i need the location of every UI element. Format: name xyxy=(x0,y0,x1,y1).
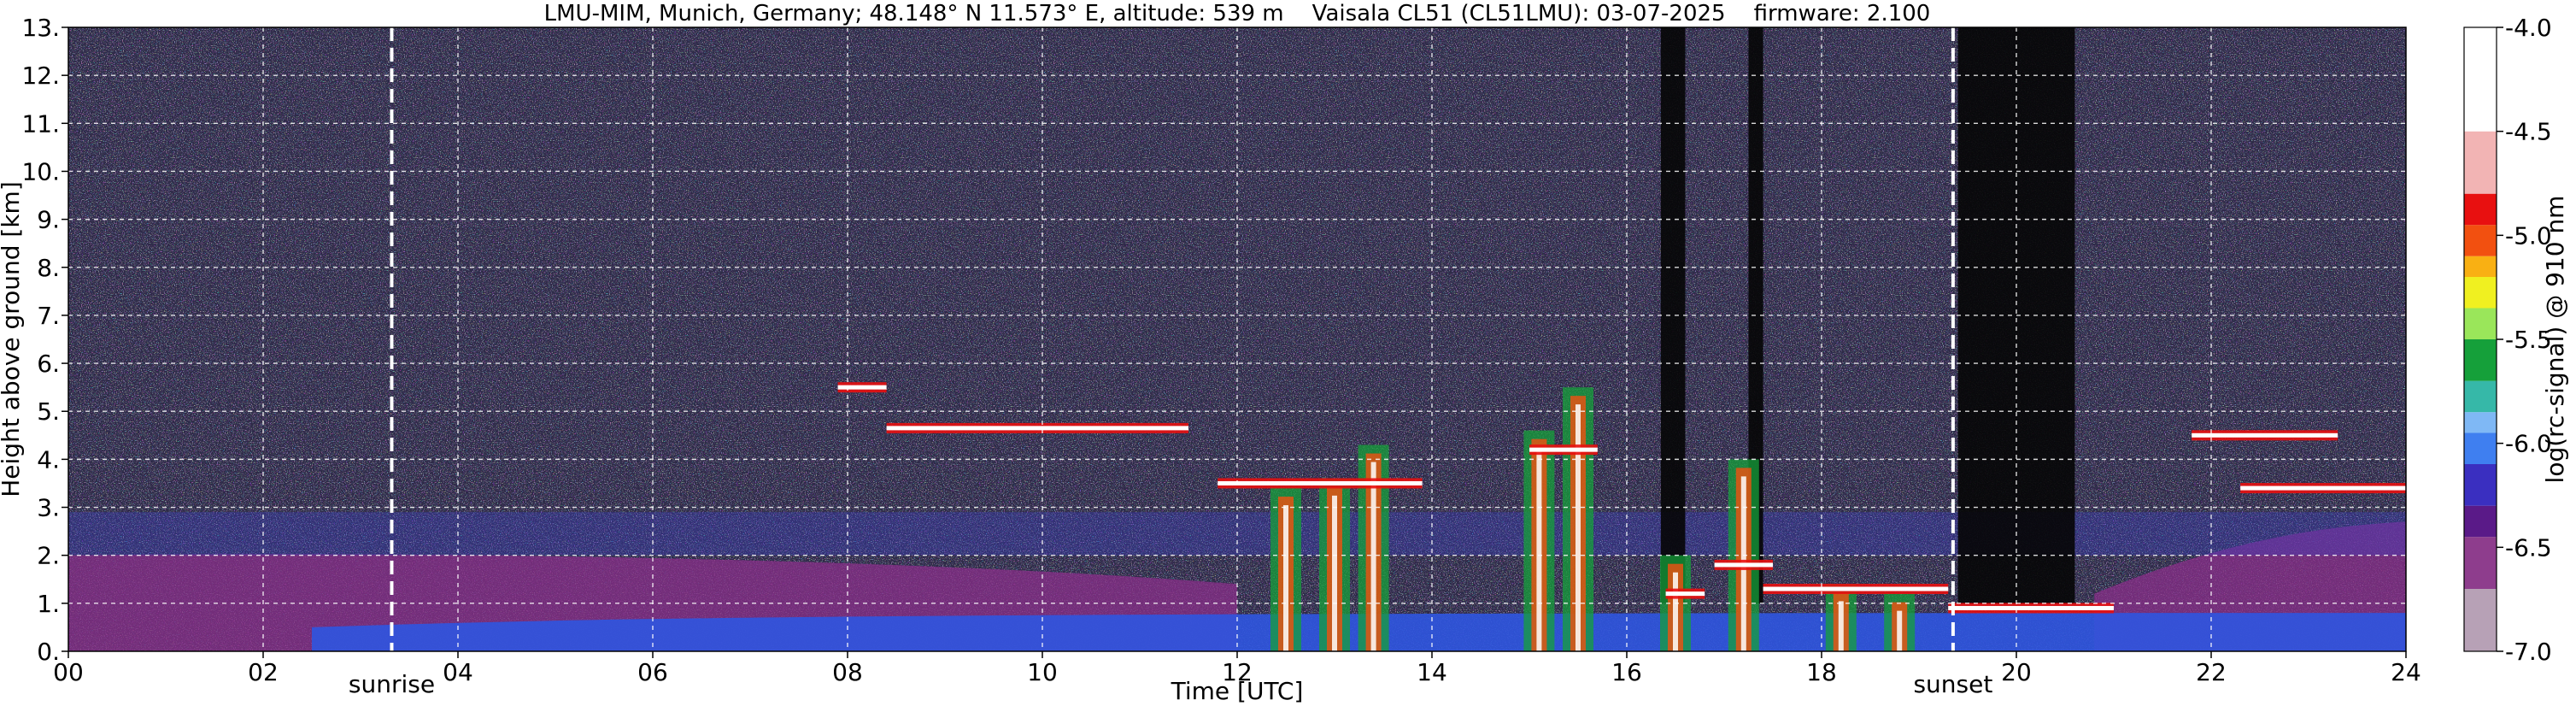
x-axis-label: Time [UTC] xyxy=(1171,677,1304,705)
colorbar-segment xyxy=(2464,131,2497,194)
x-tick-label: 04 xyxy=(443,658,473,686)
y-tick-label: 8. xyxy=(37,254,60,282)
cloud-core xyxy=(1714,562,1773,568)
y-axis-label: Height above ground [km] xyxy=(0,181,25,497)
precip-center xyxy=(1897,610,1903,651)
precip-center xyxy=(1370,462,1376,651)
precip-center xyxy=(1673,572,1678,651)
x-tick-label: 20 xyxy=(2001,658,2032,686)
cloud-core xyxy=(1763,586,1949,591)
precip-center xyxy=(1576,404,1581,651)
colorbar-segment xyxy=(2464,589,2497,651)
y-tick-label: 12. xyxy=(21,62,60,90)
x-tick-label: 12 xyxy=(1222,658,1253,686)
colorbar-label: log(rc-signal) @ 910 nm xyxy=(2541,196,2569,484)
y-tick-label: 2. xyxy=(37,542,60,570)
cloud-core xyxy=(1529,447,1598,452)
x-tick-label: 10 xyxy=(1027,658,1058,686)
cloud-core xyxy=(1665,591,1705,597)
colorbar-tick-label: -7.0 xyxy=(2505,638,2552,666)
x-tick-label: 06 xyxy=(637,658,668,686)
cloud-core xyxy=(837,385,887,390)
y-tick-label: 9. xyxy=(37,206,60,234)
y-tick-label: 6. xyxy=(37,350,60,378)
x-tick-label: 16 xyxy=(1611,658,1642,686)
cloud-core xyxy=(1948,605,2114,610)
colorbar-segment xyxy=(2464,505,2497,538)
grid-lines xyxy=(68,27,2406,651)
colorbar-tick-label: -6.0 xyxy=(2505,430,2552,458)
precip-center xyxy=(1536,447,1542,651)
chart-title: LMU-MIM, Munich, Germany; 48.148° N 11.5… xyxy=(544,1,1931,26)
colorbar-segment xyxy=(2464,339,2497,381)
colorbar-segment xyxy=(2464,537,2497,589)
colorbar-tick-label: -6.5 xyxy=(2505,533,2552,562)
y-tick-label: 1. xyxy=(37,590,60,618)
annotation-label: sunrise xyxy=(349,670,435,698)
colorbar: -4.0 -4.5 -5.0 -5.5 -6.0 -6.5 -7.0 xyxy=(2463,14,2552,666)
y-tick-label: 0. xyxy=(37,638,60,666)
colorbar-segment xyxy=(2464,27,2497,132)
colorbar-segment xyxy=(2464,193,2497,226)
x-tick-label: 02 xyxy=(248,658,279,686)
y-tick-label: 3. xyxy=(37,494,60,522)
colorbar-tick-label: -5.5 xyxy=(2505,326,2552,354)
colorbar-segment xyxy=(2464,432,2497,464)
sun-markers: sunrise sunset xyxy=(349,27,1992,698)
colorbar-tick-label: -4.5 xyxy=(2505,118,2552,146)
colorbar-segment xyxy=(2464,412,2497,433)
cloud-core xyxy=(2192,432,2338,438)
y-tick-label: 10. xyxy=(21,157,60,185)
colorbar-segment xyxy=(2464,277,2497,309)
annotation-label: sunset xyxy=(1913,670,1992,698)
precip-center xyxy=(1283,505,1288,651)
x-tick-label: 14 xyxy=(1417,658,1447,686)
y-tick-label: 11. xyxy=(21,109,60,138)
y-tick-label: 4. xyxy=(37,445,60,474)
colorbar-tick-label: -5.0 xyxy=(2505,221,2552,250)
colorbar-segment xyxy=(2464,256,2497,277)
y-tick-label: 5. xyxy=(37,397,60,426)
colorbar-segment xyxy=(2464,464,2497,506)
precip-center xyxy=(1332,495,1337,651)
y-axis: 0. 1. 2. 3. 4. 5. 6. 7. 8. 9. 10. 11. 12. 13. xyxy=(21,14,68,666)
colorbar-segment xyxy=(2464,308,2497,339)
dark-band xyxy=(1660,27,1686,603)
x-tick-label: 08 xyxy=(832,658,863,686)
precip-center xyxy=(1838,601,1844,651)
cloud-core xyxy=(1218,480,1423,485)
y-tick-label: 13. xyxy=(21,14,60,42)
x-tick-label: 24 xyxy=(2391,658,2421,686)
colorbar-segment xyxy=(2464,225,2497,256)
x-axis: 00 02 04 06 08 10 12 14 16 18 20 22 24 xyxy=(53,651,2421,686)
colorbar-segment xyxy=(2464,380,2497,413)
y-tick-label: 7. xyxy=(37,302,60,330)
x-tick-label: 00 xyxy=(53,658,84,686)
cloud-core xyxy=(2240,485,2406,491)
colorbar-tick-label: -4.0 xyxy=(2505,14,2552,42)
x-tick-label: 18 xyxy=(1806,658,1837,686)
cloud-core xyxy=(886,426,1188,431)
x-tick-label: 22 xyxy=(2196,658,2227,686)
